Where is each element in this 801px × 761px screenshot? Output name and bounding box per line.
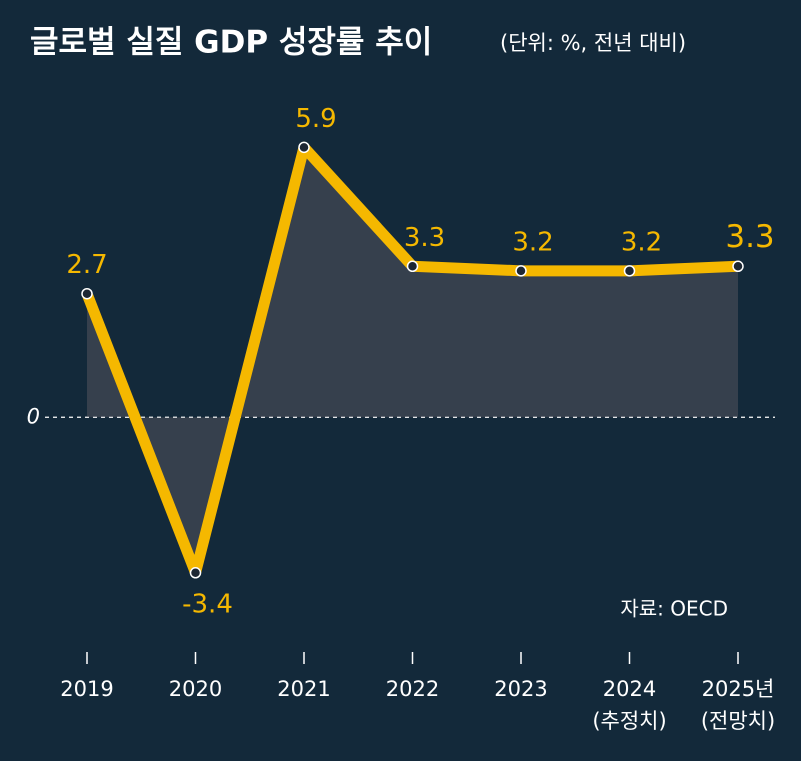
point bbox=[189, 567, 202, 579]
point bbox=[406, 260, 419, 273]
x-tick-label: 2025년 (전망치) bbox=[701, 677, 775, 733]
point bbox=[298, 141, 310, 154]
chart-subtitle: (단위: %, 전년 대비) bbox=[500, 31, 686, 55]
x-tick-label: 2023 bbox=[494, 677, 547, 701]
value-label: 5.9 bbox=[295, 104, 336, 134]
value-label: 3.2 bbox=[512, 227, 553, 257]
value-label: 3.3 bbox=[725, 219, 774, 255]
x-tick-label: 2019 bbox=[60, 677, 113, 701]
value-label: 3.2 bbox=[621, 227, 662, 257]
x-tick-label: 2021 bbox=[277, 677, 330, 701]
point bbox=[623, 265, 636, 277]
chart-title: 글로벌 실질 GDP 성장률 추이 bbox=[30, 25, 432, 61]
value-label: -3.4 bbox=[182, 589, 233, 619]
point bbox=[732, 260, 744, 273]
point bbox=[515, 265, 527, 277]
value-label: 3.3 bbox=[404, 223, 445, 253]
x-tick-label: 2024 (추정치) bbox=[592, 677, 666, 733]
area bbox=[87, 147, 738, 573]
y-tick-label: 0 bbox=[27, 404, 40, 428]
value-label: 2.7 bbox=[66, 250, 107, 280]
x-tick-label: 2020 bbox=[169, 677, 222, 701]
point bbox=[81, 287, 93, 300]
source: 자료: OECD bbox=[620, 597, 728, 621]
x-tick-label: 2022 bbox=[386, 677, 439, 701]
